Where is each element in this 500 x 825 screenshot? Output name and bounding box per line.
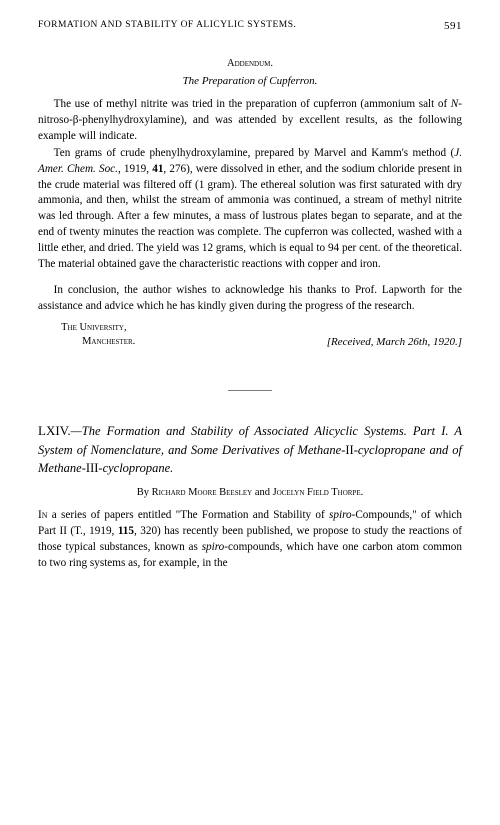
article-dash: — [71,424,82,438]
affiliation: The University, Manchester. [Received, M… [38,321,462,350]
article-title-3: -cyclopropane. [98,461,173,475]
authors-by: By [137,487,152,498]
affiliation-city: Manchester. [38,335,135,350]
paragraph-3: In conclusion, the author wishes to ackn… [38,283,462,315]
section-divider: ________ [38,380,462,392]
paragraph-2: Ten grams of crude phenylhydroxylamine, … [38,146,462,273]
intro-italic-1: spiro [329,509,352,521]
addendum-label: Addendum. [38,58,462,69]
p2-text-2: , 1919, [118,163,152,175]
author-2: Jocelyn Field Thorpe. [273,487,364,498]
article-title: LXIV.—The Formation and Stability of Ass… [38,422,462,477]
article-roman-2: III [86,461,99,475]
article-number: LXIV. [38,423,71,438]
addendum-subtitle: The Preparation of Cupferron. [38,75,462,87]
paragraph-1: The use of methyl nitrite was tried in t… [38,97,462,145]
author-1: Richard Moore Beesley [152,487,253,498]
p2-bold-1: 41 [152,163,163,175]
p2-text-3: , 276), were dissolved in ether, and the… [38,163,462,270]
page-number: 591 [444,20,462,32]
intro-text-1: a series of papers entitled "The Formati… [48,509,330,521]
authors-line: By Richard Moore Beesley and Jocelyn Fie… [38,487,462,498]
affiliation-line-1: The University, [38,321,462,335]
running-title: FORMATION AND STABILITY OF ALICYLIC SYST… [38,20,296,32]
affiliation-line-2: Manchester. [Received, March 26th, 1920.… [38,335,462,350]
intro-paragraph: In a series of papers entitled "The Form… [38,508,462,572]
article-roman-1: II [345,443,353,457]
intro-first-word: In [38,509,48,521]
p2-text-1: Ten grams of crude phenylhydroxylamine, … [54,147,455,159]
intro-bold-1: 115 [118,525,134,537]
authors-and: and [252,487,272,498]
received-date: [Received, March 26th, 1920.] [283,335,462,350]
running-header: FORMATION AND STABILITY OF ALICYLIC SYST… [38,20,462,32]
intro-italic-2: spiro [202,541,225,553]
p3-text: In conclusion, the author wishes to ackn… [38,284,462,312]
page-container: FORMATION AND STABILITY OF ALICYLIC SYST… [0,0,500,592]
p1-text-1: The use of methyl nitrite was tried in t… [54,98,451,110]
